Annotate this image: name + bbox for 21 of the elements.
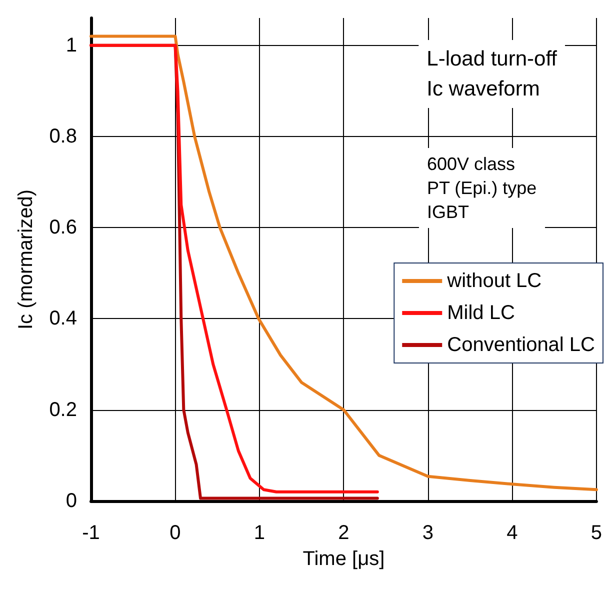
y-tick-label: 0.8 bbox=[49, 125, 77, 148]
legend-label: without LC bbox=[446, 270, 542, 292]
y-tick-label: 0.2 bbox=[49, 398, 77, 421]
annotation: 600V class PT (Epi.) type IGBT bbox=[426, 154, 537, 222]
x-tick-label: 1 bbox=[254, 522, 266, 544]
x-tick-label: 2 bbox=[338, 522, 350, 544]
y-tick-label: 0.4 bbox=[49, 308, 77, 330]
x-tick-label: 3 bbox=[422, 522, 434, 544]
annotation: L-load turn-off Ic waveform bbox=[426, 48, 558, 100]
legend-label: Mild LC bbox=[447, 302, 515, 324]
x-axis-title: Time [μs] bbox=[302, 548, 385, 570]
x-tick-label: 5 bbox=[590, 522, 602, 544]
legend-label: Conventional LC bbox=[447, 334, 596, 356]
x-tick-label: 0 bbox=[170, 522, 181, 544]
y-axis-title: Ic (mormarized) bbox=[15, 189, 37, 330]
x-tick-label: -1 bbox=[82, 522, 100, 544]
y-tick-label: 0.6 bbox=[49, 216, 77, 239]
x-tick-label: 4 bbox=[506, 522, 518, 544]
y-tick-label: 0 bbox=[66, 490, 77, 512]
y-tick-label: 1 bbox=[66, 34, 77, 56]
line-series bbox=[90, 34, 598, 492]
